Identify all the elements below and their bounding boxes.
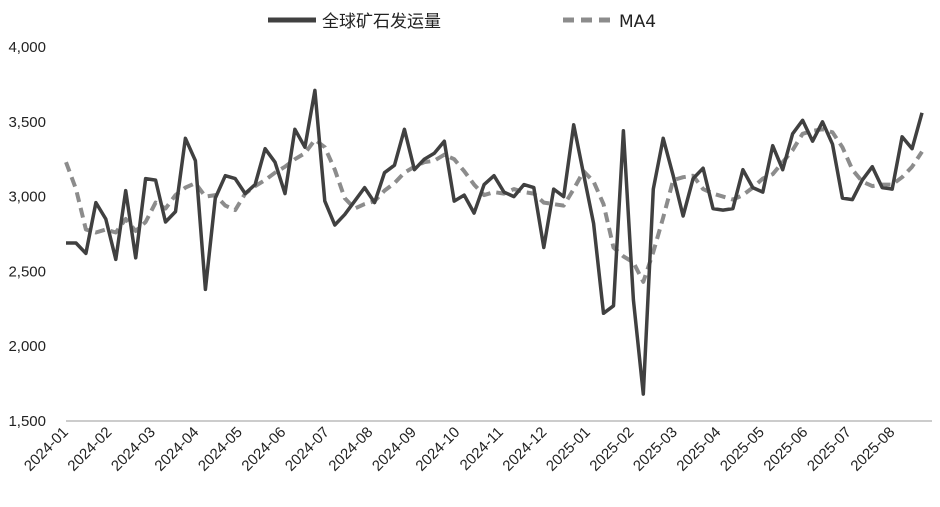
y-tick-label: 2,500 — [8, 263, 46, 280]
x-tick-label: 2025-03 — [630, 424, 681, 475]
y-tick-label: 2,000 — [8, 338, 46, 355]
x-tick-label: 2024-02 — [64, 424, 115, 475]
series-line-1 — [66, 88, 924, 396]
x-tick-label: 2025-06 — [760, 424, 811, 475]
y-axis: 4,000 3,500 3,000 2,500 2,000 1,500 — [8, 39, 46, 430]
x-tick-label: 2024-12 — [499, 424, 550, 475]
x-tick-label: 2024-05 — [195, 424, 246, 475]
x-tick-label: 2025-04 — [673, 424, 724, 475]
x-tick-label: 2025-01 — [543, 424, 594, 475]
x-tick-label: 2025-08 — [847, 424, 898, 475]
x-tick-label: 2025-02 — [586, 424, 637, 475]
x-tick-label: 2024-11 — [457, 424, 507, 474]
legend-label-series-1: 全球矿石发运量 — [322, 12, 441, 32]
x-tick-label: 2024-09 — [369, 424, 420, 475]
x-axis: 2024-012024-022024-032024-042024-052024-… — [21, 420, 932, 475]
x-tick-label: 2024-06 — [238, 424, 289, 475]
x-tick-label: 2025-07 — [804, 424, 855, 475]
x-tick-label: 2024-07 — [282, 424, 333, 475]
x-tick-label: 2024-01 — [21, 424, 72, 475]
y-tick-label: 1,500 — [8, 413, 46, 430]
x-tick-label: 2024-04 — [151, 424, 202, 475]
legend-label-series-2: MA4 — [619, 12, 656, 32]
y-tick-label: 3,500 — [8, 114, 46, 131]
y-tick-label: 3,000 — [8, 189, 46, 206]
x-tick-label: 2024-10 — [412, 424, 463, 475]
y-tick-label: 4,000 — [8, 39, 46, 56]
series-line-2 — [64, 127, 924, 284]
series-layer — [64, 88, 924, 396]
x-tick-label: 2024-08 — [325, 424, 376, 475]
legend: 全球矿石发运量 MA4 — [268, 12, 656, 32]
x-tick-label: 2024-03 — [108, 424, 159, 475]
x-tick-label: 2025-05 — [717, 424, 768, 475]
